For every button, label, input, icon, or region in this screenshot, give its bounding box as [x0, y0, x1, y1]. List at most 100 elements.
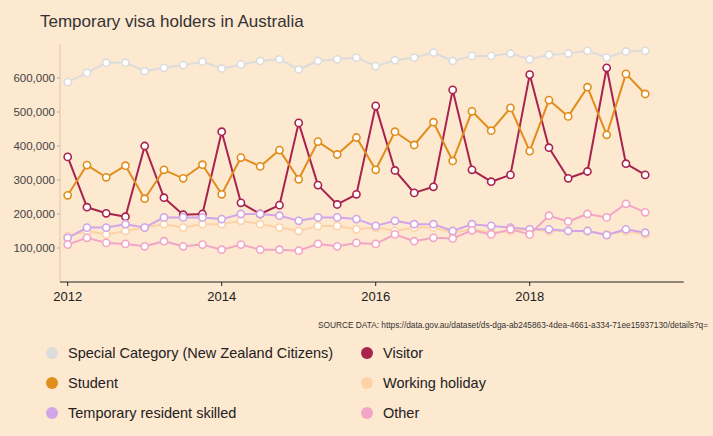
point	[488, 222, 495, 229]
point	[526, 231, 533, 238]
legend: Special Category (New Zealand Citizens) V…	[46, 345, 487, 421]
point	[603, 131, 610, 138]
series-line	[68, 68, 646, 217]
point	[507, 50, 514, 57]
point	[141, 224, 148, 231]
point	[83, 69, 90, 76]
point	[411, 54, 418, 61]
point	[199, 241, 206, 248]
point	[122, 221, 129, 228]
series	[64, 70, 649, 202]
legend-label: Student	[68, 375, 118, 391]
point	[122, 162, 129, 169]
point	[526, 148, 533, 155]
point	[353, 134, 360, 141]
point	[449, 57, 456, 64]
point	[430, 221, 437, 228]
point	[276, 56, 283, 63]
point	[218, 191, 225, 198]
point	[122, 59, 129, 66]
legend-label: Special Category (New Zealand Citizens)	[68, 345, 333, 361]
point	[218, 216, 225, 223]
point	[334, 201, 341, 208]
point	[622, 200, 629, 207]
legend-label: Other	[383, 405, 419, 421]
point	[103, 59, 110, 66]
point	[545, 51, 552, 58]
y-tick	[57, 180, 60, 181]
point	[372, 166, 379, 173]
point	[545, 212, 552, 219]
point	[160, 64, 167, 71]
y-tick-label: 300,000	[13, 174, 55, 186]
point	[488, 52, 495, 59]
point	[488, 178, 495, 185]
point	[334, 222, 341, 229]
point	[141, 243, 148, 250]
point	[353, 191, 360, 198]
point	[64, 241, 71, 248]
point	[565, 50, 572, 57]
point	[565, 113, 572, 120]
y-tick	[57, 248, 60, 249]
point	[160, 194, 167, 201]
point	[122, 240, 129, 247]
point	[141, 142, 148, 149]
point	[565, 227, 572, 234]
point	[257, 57, 264, 64]
legend-swatch	[46, 407, 58, 419]
y-tick	[57, 112, 60, 113]
point	[411, 221, 418, 228]
point	[353, 54, 360, 61]
point	[391, 231, 398, 238]
point	[584, 227, 591, 234]
point	[584, 227, 591, 234]
legend-label: Working holiday	[383, 375, 487, 391]
series-line	[68, 204, 646, 251]
point	[449, 86, 456, 93]
y-tick-label: 100,000	[13, 242, 55, 254]
point	[411, 238, 418, 245]
point	[584, 84, 591, 91]
point	[276, 146, 283, 153]
point	[83, 204, 90, 211]
point	[295, 176, 302, 183]
point	[257, 221, 264, 228]
point	[507, 226, 514, 233]
point	[180, 243, 187, 250]
x-tick	[221, 282, 222, 286]
point	[295, 247, 302, 254]
legend-label: Visitor	[383, 345, 423, 361]
x-tick-label: 2012	[53, 289, 82, 304]
point	[642, 171, 649, 178]
point	[160, 166, 167, 173]
point	[276, 224, 283, 231]
point	[545, 144, 552, 151]
series	[64, 64, 649, 220]
point	[603, 64, 610, 71]
point	[642, 47, 649, 54]
point	[295, 66, 302, 73]
point	[603, 54, 610, 61]
point	[237, 199, 244, 206]
point	[314, 138, 321, 145]
x-tick	[375, 282, 376, 286]
point	[603, 214, 610, 221]
y-tick	[57, 78, 60, 79]
legend-swatch	[46, 377, 58, 389]
point	[353, 226, 360, 233]
point	[295, 227, 302, 234]
point	[199, 214, 206, 221]
y-axis-line	[60, 44, 61, 282]
point	[103, 210, 110, 217]
point	[391, 217, 398, 224]
point	[488, 127, 495, 134]
point	[180, 61, 187, 68]
point	[353, 239, 360, 246]
point	[411, 141, 418, 148]
source-note: SOURCE DATA: https://data.gov.au/dataset…	[318, 320, 708, 330]
point	[276, 212, 283, 219]
legend-swatch	[361, 407, 373, 419]
point	[314, 222, 321, 229]
point	[218, 128, 225, 135]
